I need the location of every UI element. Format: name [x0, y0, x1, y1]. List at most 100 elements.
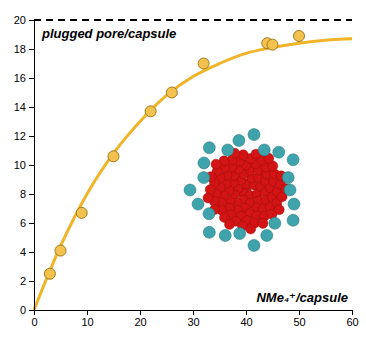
cation — [288, 198, 300, 210]
x-axis: 0 10 20 30 40 50 60 — [31, 310, 358, 328]
tick: 20 — [134, 310, 146, 328]
tick: 0 — [20, 304, 34, 316]
point — [55, 245, 66, 256]
tick-mark — [299, 310, 300, 315]
tick: 50 — [293, 310, 305, 328]
point — [145, 106, 156, 117]
tick-label: 12 — [14, 130, 26, 142]
point — [44, 268, 55, 279]
tick-mark — [140, 310, 141, 315]
tick: 8 — [20, 188, 34, 200]
cation — [287, 214, 299, 226]
tick-mark — [29, 49, 34, 50]
tick-label: 30 — [187, 316, 199, 328]
tick-mark — [29, 310, 34, 311]
tick-mark — [29, 223, 34, 224]
marks — [34, 20, 352, 310]
cation — [287, 154, 299, 166]
tick-label: 10 — [81, 316, 93, 328]
tick-mark — [29, 78, 34, 79]
tick-label: 14 — [14, 101, 26, 113]
tick: 6 — [20, 217, 34, 229]
tick: 14 — [14, 101, 34, 113]
cation — [198, 172, 210, 184]
tick-label: 40 — [240, 316, 252, 328]
cation — [203, 142, 215, 154]
cation — [269, 217, 281, 229]
tick-label: 20 — [134, 316, 146, 328]
tick-mark — [352, 310, 353, 315]
tick-mark — [29, 252, 34, 253]
cation — [222, 144, 234, 156]
y-axis-title: plugged pore/capsule — [41, 26, 176, 41]
tick: 18 — [14, 43, 34, 55]
chart: 0 10 20 30 40 50 60 0 2 4 6 8 10 12 14 16 18 20 plugged po… — [0, 0, 366, 338]
tick-label: 20 — [14, 14, 26, 26]
tick-label: 4 — [20, 246, 26, 258]
cation — [282, 172, 294, 184]
atom — [274, 205, 284, 215]
atom — [203, 193, 213, 203]
tick-label: 10 — [14, 159, 26, 171]
tick-label: 0 — [20, 304, 26, 316]
cation — [203, 226, 215, 238]
cation — [248, 239, 260, 251]
tick-label: 6 — [20, 217, 26, 229]
point — [198, 58, 209, 69]
tick: 20 — [14, 14, 34, 26]
tick-mark — [87, 310, 88, 315]
tick-label: 50 — [293, 316, 305, 328]
cation — [284, 184, 296, 196]
tick-label: 16 — [14, 72, 26, 84]
tick-mark — [29, 107, 34, 108]
tick: 16 — [14, 72, 34, 84]
plot: 0 10 20 30 40 50 60 0 2 4 6 8 10 12 14 16 18 20 plugged po… — [14, 14, 359, 328]
cation — [198, 157, 210, 169]
cation — [273, 146, 285, 158]
tick: 10 — [14, 159, 34, 171]
fit-line — [34, 39, 352, 310]
cation — [248, 129, 260, 141]
tick: 40 — [240, 310, 252, 328]
tick: 0 — [31, 310, 37, 328]
cation — [234, 228, 246, 240]
molecule-illustration — [184, 129, 300, 252]
tick-mark — [29, 281, 34, 282]
tick-label: 60 — [346, 316, 358, 328]
tick-label: 18 — [14, 43, 26, 55]
point — [267, 39, 278, 50]
axis-line — [35, 311, 353, 316]
tick: 12 — [14, 130, 34, 142]
cation — [258, 144, 270, 156]
cation — [203, 208, 215, 220]
point — [294, 30, 305, 41]
cation — [184, 184, 196, 196]
tick-label: 0 — [31, 316, 37, 328]
reference-line — [34, 19, 352, 21]
cation — [219, 229, 231, 241]
tick-mark — [29, 194, 34, 195]
atom — [258, 218, 268, 228]
point — [166, 87, 177, 98]
tick-label: 2 — [20, 275, 26, 287]
atom — [246, 224, 256, 234]
y-axis: 0 2 4 6 8 10 12 14 16 18 20 — [14, 14, 35, 316]
tick: 10 — [81, 310, 93, 328]
cation — [192, 198, 204, 210]
tick-mark — [193, 310, 194, 315]
atom — [211, 159, 221, 169]
tick: 30 — [187, 310, 199, 328]
tick-mark — [29, 165, 34, 166]
point — [108, 151, 119, 162]
tick: 60 — [346, 310, 358, 328]
tick-mark — [29, 20, 34, 21]
tick-label: 8 — [20, 188, 26, 200]
atom — [224, 219, 234, 229]
x-axis-title: NMe₄⁺/capsule — [256, 290, 348, 305]
tick-mark — [246, 310, 247, 315]
axis-line — [29, 21, 35, 311]
point — [76, 207, 87, 218]
cation — [233, 135, 245, 147]
tick-mark — [29, 136, 34, 137]
tick: 2 — [20, 275, 34, 287]
